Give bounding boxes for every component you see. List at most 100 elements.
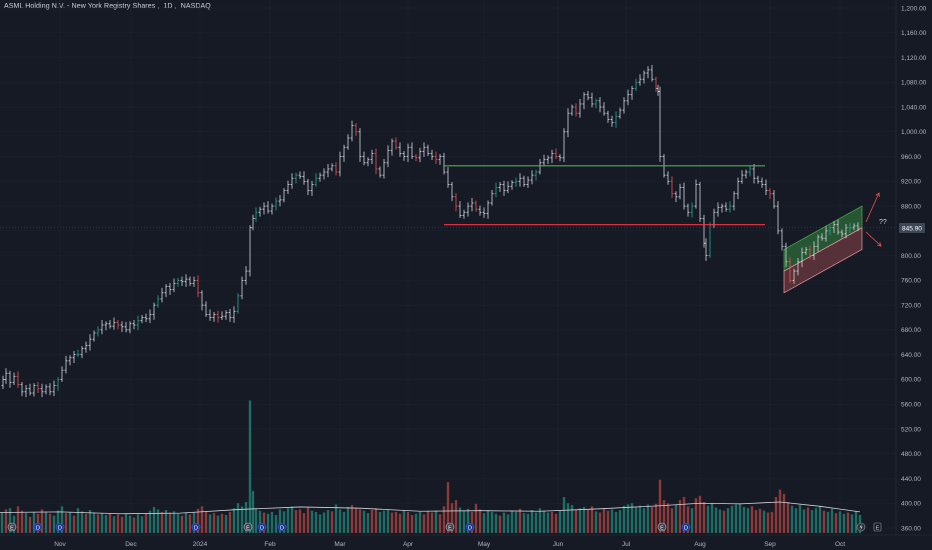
ohlc-bar — [374, 148, 378, 175]
ohlc-bar — [244, 266, 248, 285]
ohlc-bar — [788, 256, 792, 283]
ohlc-bar — [792, 268, 796, 284]
earnings-marker[interactable]: E — [445, 522, 455, 532]
interval-label: 1D — [163, 3, 173, 10]
ohlc-bar — [208, 309, 212, 321]
volume-bar — [802, 509, 806, 533]
time-tick-label: Feb — [264, 541, 276, 548]
marker-circle — [243, 522, 253, 532]
marker-circle — [681, 522, 691, 532]
ohlc-bar — [140, 315, 144, 324]
time-tick-label: 2024 — [193, 541, 208, 548]
ohlc-bar — [526, 176, 530, 188]
earnings-marker[interactable]: E — [7, 522, 17, 532]
ohlc-bar — [16, 371, 20, 388]
earnings-marker[interactable]: E — [657, 522, 667, 532]
volume-bar — [738, 503, 742, 533]
ohlc-bar — [228, 308, 232, 322]
ohlc-bar — [498, 181, 502, 192]
volume-bar — [646, 504, 650, 533]
volume-bar — [618, 510, 622, 533]
time-tick-label: May — [478, 541, 491, 548]
volume-bar — [794, 508, 798, 533]
dividend-marker[interactable]: D — [33, 522, 43, 532]
earnings-box-icon[interactable]: E — [873, 522, 882, 532]
ohlc-bar — [148, 309, 152, 324]
price-tag-bg — [899, 223, 925, 233]
ohlc-bar — [602, 102, 606, 116]
ohlc-bar — [418, 147, 422, 163]
volume-bar — [294, 510, 298, 533]
parallel-channel[interactable] — [783, 205, 863, 294]
ohlc-bar — [426, 144, 430, 156]
symbol-name: ASML Holding N.V. - New York Registry Sh… — [4, 3, 156, 10]
volume-bar — [92, 512, 96, 533]
volume-bar — [398, 513, 402, 533]
ohlc-bar — [486, 200, 490, 219]
ohlc-bar — [104, 321, 108, 331]
earnings-marker[interactable]: E — [243, 522, 253, 532]
ohlc-bar — [848, 222, 852, 234]
ohlc-bar — [120, 321, 124, 333]
ohlc-bar — [562, 128, 566, 163]
price-tick-label: 720.00 — [901, 302, 921, 309]
ohlc-bar — [764, 179, 768, 195]
dividend-marker[interactable]: D — [257, 522, 267, 532]
ohlc-bar — [494, 182, 498, 198]
marker-circle — [55, 522, 65, 532]
volume-bar — [462, 510, 466, 533]
projection-arrows[interactable] — [865, 192, 882, 247]
lightning-icon[interactable] — [856, 522, 866, 532]
volume-bar — [298, 509, 302, 533]
volume-bar — [770, 511, 774, 533]
volume-bar — [180, 515, 184, 533]
volume-bar — [514, 511, 518, 533]
dividend-marker[interactable]: D — [465, 522, 475, 532]
price-tick-label: 960.00 — [901, 154, 921, 161]
volume-bar — [790, 505, 794, 533]
volume-bar — [282, 511, 286, 533]
ohlc-bar — [522, 175, 526, 187]
volume-bar — [184, 512, 188, 533]
volume-bar — [838, 511, 842, 533]
ohlc-bar — [796, 258, 800, 276]
dividend-marker[interactable]: D — [55, 522, 65, 532]
dividend-marker[interactable]: D — [277, 522, 287, 532]
volume-bar — [686, 506, 690, 533]
ohlc-bar — [4, 368, 8, 384]
volume-bar — [722, 510, 726, 533]
time-axis[interactable]: Nov Dec 2024 Feb Mar Apr May Jun Jul Aug Sep Oct — [0, 534, 932, 548]
ohlc-bar — [196, 275, 200, 298]
volume-bar — [266, 513, 270, 533]
volume-bar — [208, 514, 212, 533]
dividend-marker[interactable]: D — [681, 522, 691, 532]
volume-bar — [16, 506, 20, 533]
volume-bar — [274, 515, 278, 533]
ohlc-bar — [382, 159, 386, 179]
volume-bar — [754, 510, 758, 533]
volume-bar — [20, 510, 24, 533]
ohlc-bar — [386, 145, 390, 168]
volume-bar — [220, 513, 224, 533]
price-axis[interactable]: 1,200.00 1,160.00 1,120.00 1,080.00 1,040.00… — [895, 0, 927, 535]
ohlc-bar — [856, 222, 860, 232]
ohlc-bar — [350, 120, 354, 142]
price-tick-label: 680.00 — [901, 327, 921, 334]
ohlc-bar — [458, 201, 462, 218]
volume-bar — [334, 504, 338, 533]
marker-letter: D — [194, 525, 198, 531]
volume-bar — [710, 503, 714, 533]
ohlc-bar — [674, 191, 678, 203]
ohlc-bar — [254, 207, 258, 222]
volume-bar — [626, 504, 630, 533]
dividend-marker[interactable]: D — [191, 522, 201, 532]
volume-bar — [602, 508, 606, 533]
volume-bar — [0, 512, 4, 533]
volume-bar — [810, 510, 814, 533]
ohlc-bar — [598, 97, 602, 113]
ohlc-bar — [702, 214, 706, 248]
ohlc-bar — [12, 372, 16, 385]
marker-circle — [257, 522, 267, 532]
